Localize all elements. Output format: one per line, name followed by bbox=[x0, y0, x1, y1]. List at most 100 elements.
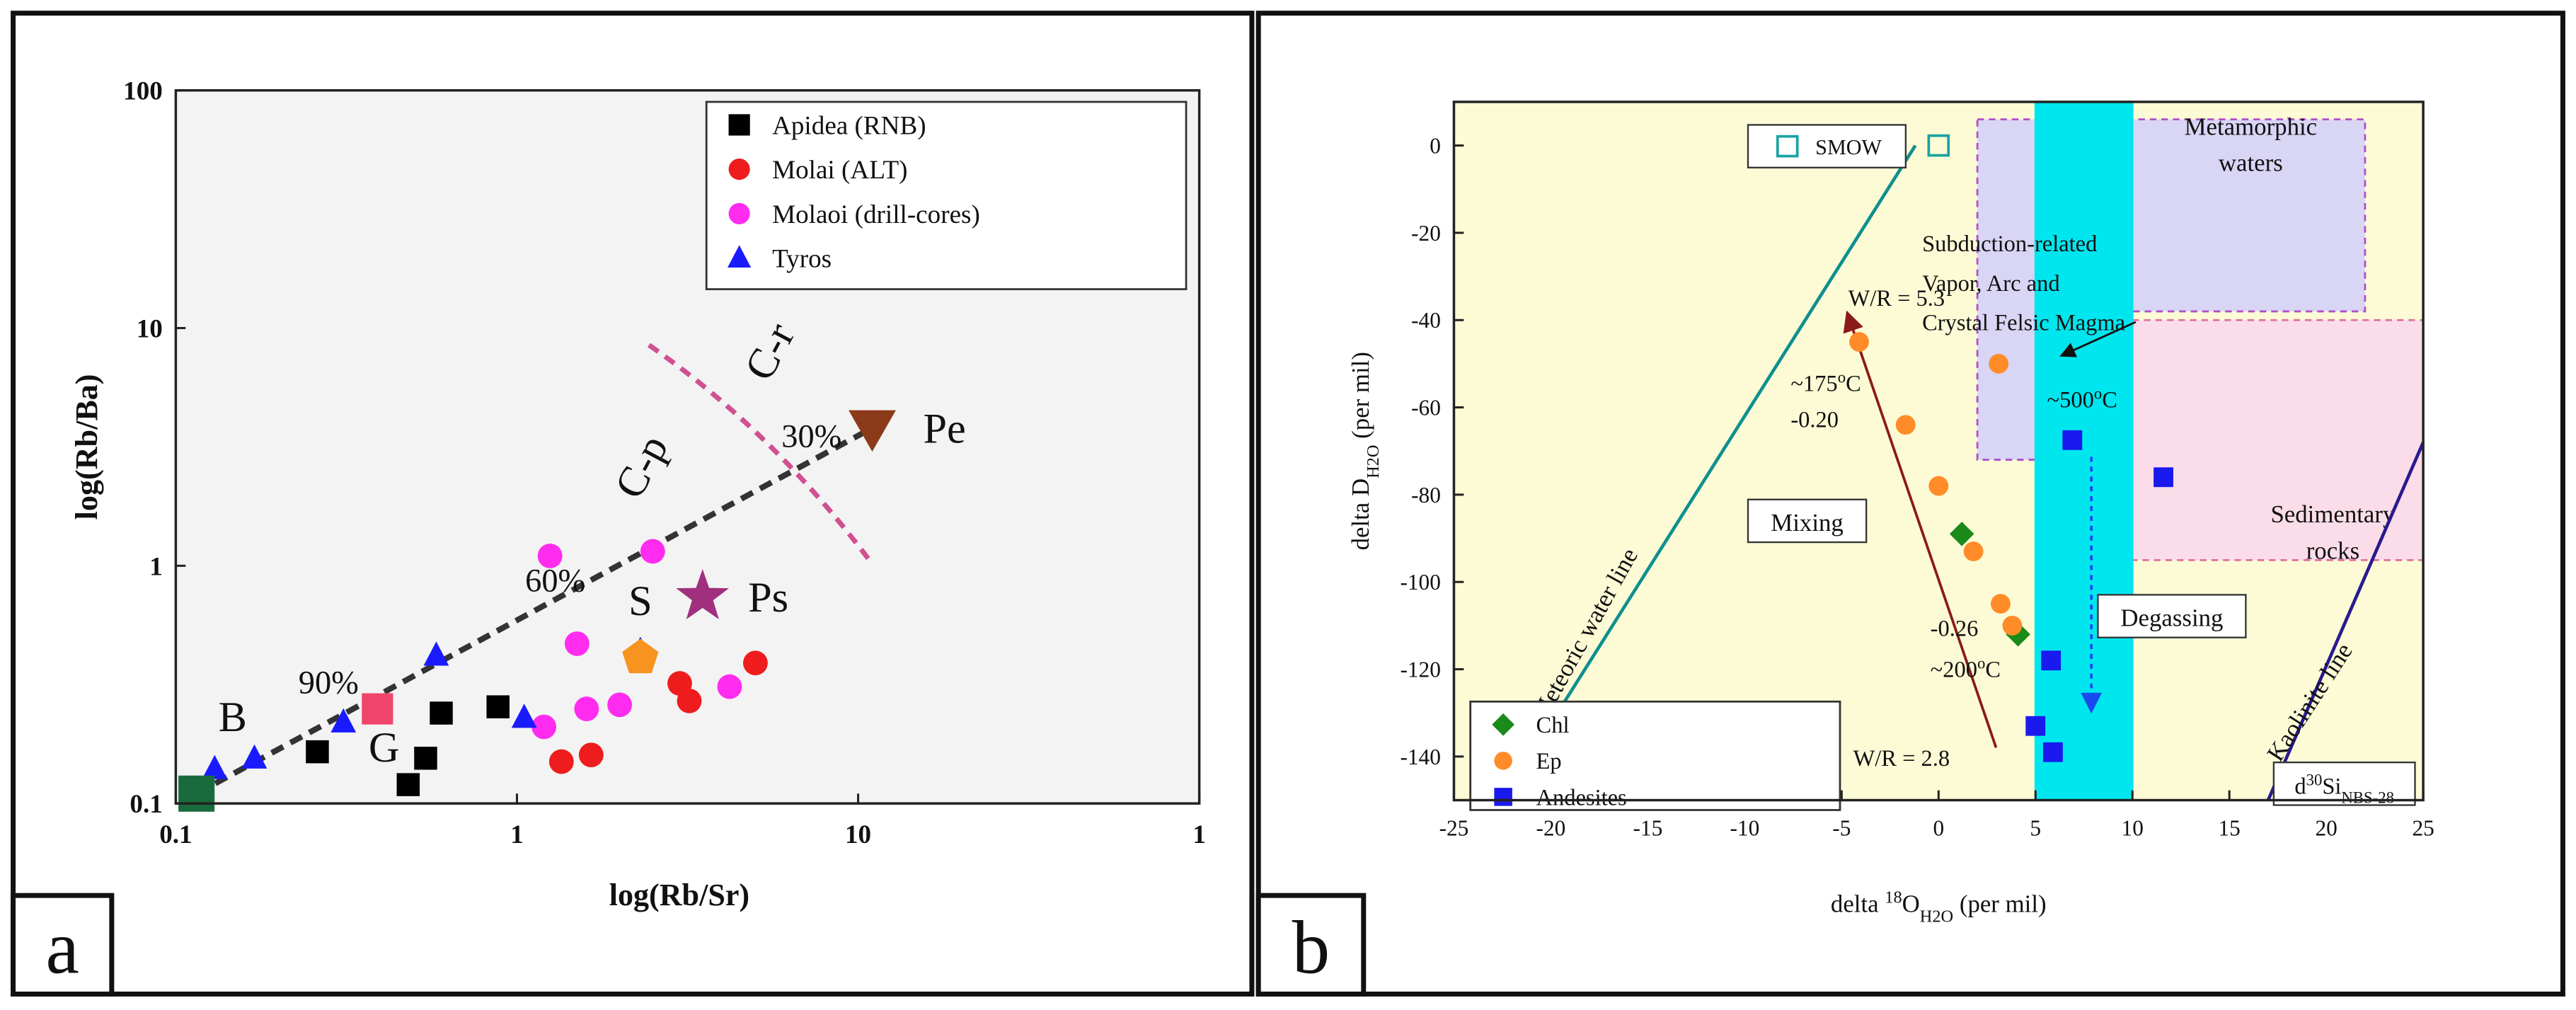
point bbox=[1928, 476, 1949, 496]
legend-label: Ep bbox=[1536, 749, 1562, 774]
point bbox=[531, 714, 557, 740]
x-tick-label: -5 bbox=[1832, 815, 1851, 840]
point bbox=[2041, 650, 2062, 671]
point bbox=[1963, 541, 1984, 561]
charts: 0.1 1 10 10.1110100log(Rb/Sr)log(Rb/Ba)90%6… bbox=[69, 77, 2434, 926]
annotation-part: Mixing bbox=[1771, 509, 1844, 536]
point bbox=[2154, 467, 2173, 488]
point bbox=[2042, 742, 2063, 762]
annotation-part: C bbox=[1846, 372, 1861, 397]
annotation: Subduction-related bbox=[1922, 231, 2097, 257]
panel-label-box-b bbox=[1255, 893, 1367, 997]
panel-label-box-a bbox=[11, 893, 115, 997]
y-axis-label-part: delta D bbox=[1347, 478, 1374, 551]
point bbox=[178, 775, 215, 812]
boundary-curve bbox=[647, 343, 873, 564]
legend-marker bbox=[1776, 134, 1799, 158]
annotation: W/R = 5.3 bbox=[1848, 286, 1945, 311]
annotation-sup: o bbox=[2094, 384, 2102, 402]
point bbox=[2002, 615, 2023, 636]
panel-label: b bbox=[1292, 906, 1330, 989]
x-tick-label: 1 bbox=[510, 820, 524, 849]
annotation-sub: NBS-28 bbox=[2341, 788, 2394, 806]
legend-label: Molai (ALT) bbox=[772, 156, 907, 185]
point bbox=[537, 544, 563, 568]
point bbox=[396, 773, 420, 796]
point bbox=[2025, 716, 2046, 736]
region-label: rocks bbox=[2306, 536, 2359, 564]
x-axis-label-part: delta bbox=[1831, 890, 1885, 917]
region bbox=[2034, 101, 2134, 801]
annotation-box bbox=[1747, 124, 1907, 168]
legend-label: Chl bbox=[1536, 713, 1570, 738]
annotation-sup: o bbox=[1838, 368, 1846, 386]
annotation: ~500oC bbox=[2047, 384, 2117, 413]
annotation-part: ~200 bbox=[1931, 657, 1977, 682]
point bbox=[306, 740, 329, 764]
annotation-part: -0.26 bbox=[1931, 616, 1979, 641]
annotation: 30% bbox=[781, 418, 841, 454]
region-label: Metamorphic bbox=[2185, 113, 2318, 140]
point bbox=[622, 638, 659, 674]
annotation: ~200oC bbox=[1931, 654, 2001, 682]
annotation-part: Vapor, Arc and bbox=[1922, 271, 2060, 297]
point bbox=[486, 695, 510, 718]
point bbox=[1927, 134, 1950, 157]
y-tick-label: 100 bbox=[123, 77, 163, 106]
y-axis-label-sub: H2O bbox=[1363, 445, 1382, 478]
legend-marker bbox=[1492, 713, 1514, 736]
x-axis-label-sub: H2O bbox=[1920, 907, 1953, 926]
annotation-part: C bbox=[2102, 388, 2117, 413]
x-axis-label: delta 18OH2O (per mil) bbox=[1831, 888, 2047, 926]
point bbox=[430, 701, 453, 725]
point bbox=[511, 704, 537, 728]
annotation-sup: 30 bbox=[2306, 771, 2323, 788]
legend-marker bbox=[728, 202, 750, 224]
x-tick-label: 1 bbox=[1192, 820, 1206, 849]
annotation-part: d bbox=[2294, 774, 2306, 799]
reference-line bbox=[1500, 144, 1917, 801]
x-tick-label: -20 bbox=[1536, 815, 1566, 840]
annotation-part: Degassing bbox=[2120, 604, 2223, 631]
legend-label: SMOW bbox=[1815, 135, 1882, 159]
point bbox=[849, 410, 896, 452]
legend-marker bbox=[1494, 788, 1512, 806]
point bbox=[640, 539, 665, 564]
point bbox=[202, 754, 228, 779]
end-member-label: Pe bbox=[923, 406, 965, 453]
y-tick-label: -40 bbox=[1411, 308, 1441, 333]
x-axis-label: log(Rb/Sr) bbox=[609, 878, 749, 912]
axes-frame-a bbox=[174, 88, 1201, 805]
x-axis-label-part: (per mil) bbox=[1953, 890, 2046, 917]
reference-line bbox=[2266, 441, 2425, 801]
annotation: ~175oC bbox=[1790, 368, 1861, 397]
legend-label: Molaoi (drill-cores) bbox=[772, 200, 980, 229]
annotation: Degassing bbox=[2120, 604, 2223, 631]
x-tick-label: -25 bbox=[1439, 815, 1469, 840]
y-tick-label: -100 bbox=[1400, 570, 1440, 595]
annotation: Crystal Felsic Magma bbox=[1922, 311, 2125, 336]
annotation-sup: o bbox=[1977, 654, 1985, 672]
axes-frame-b bbox=[1452, 101, 2425, 802]
legend-marker bbox=[728, 114, 750, 136]
x-tick-label: 0 bbox=[1933, 815, 1944, 840]
panel-frame-a bbox=[11, 11, 1255, 997]
point bbox=[548, 749, 574, 774]
annotation-part: W/R = 2.8 bbox=[1853, 746, 1950, 771]
y-tick-label: 0 bbox=[1430, 134, 1441, 159]
legend-marker bbox=[728, 245, 752, 268]
y-tick-label: -120 bbox=[1400, 658, 1440, 682]
legend-marker bbox=[1494, 752, 1512, 770]
panel-label: a bbox=[46, 906, 79, 989]
point bbox=[574, 696, 599, 721]
point bbox=[423, 641, 449, 666]
point bbox=[677, 688, 702, 713]
end-member-label: B bbox=[219, 694, 247, 741]
pointer-arrow bbox=[2059, 321, 2137, 357]
point bbox=[676, 569, 730, 620]
y-tick-label: 1 bbox=[149, 552, 163, 581]
annotation-part: Si bbox=[2322, 774, 2341, 799]
legend-label: Andesites bbox=[1536, 785, 1627, 810]
annotation-part: ~175 bbox=[1790, 372, 1837, 397]
